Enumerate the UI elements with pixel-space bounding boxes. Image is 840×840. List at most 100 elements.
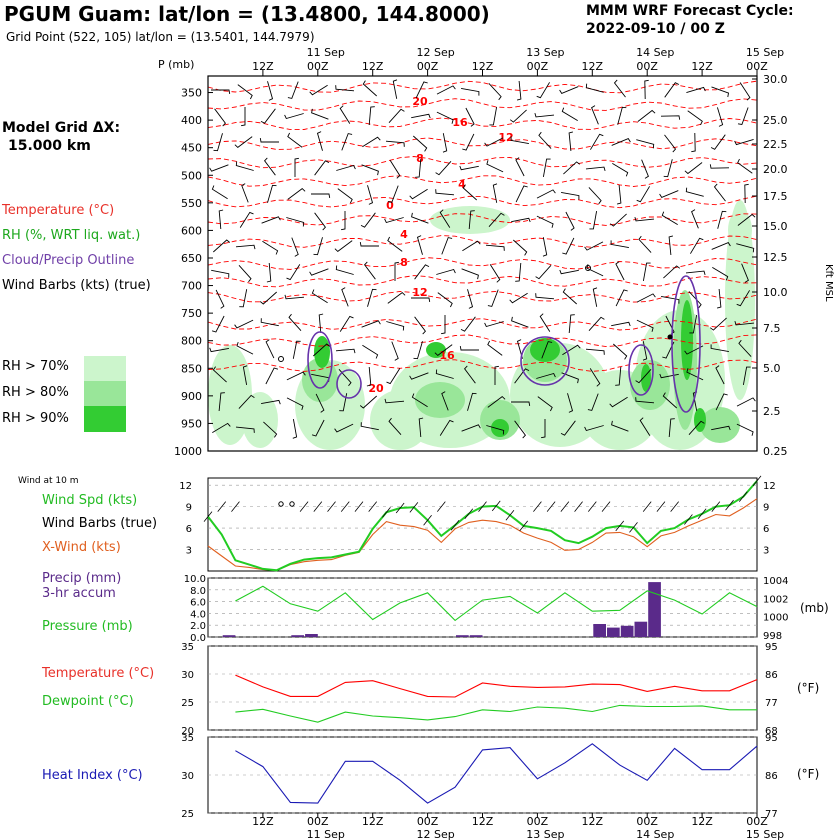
heat-tick-f: 86: [765, 771, 778, 782]
heat-tick-f: 77: [765, 809, 778, 820]
rh-region: [242, 392, 278, 448]
surface-wind-barb: [752, 475, 762, 487]
wind-barb: [561, 372, 579, 384]
height-tick-label: 22.5: [763, 138, 788, 151]
wind-barb: [511, 217, 531, 223]
wind-barb: [414, 316, 426, 335]
wind-barb: [610, 240, 629, 249]
height-tick-label: 10.0: [763, 286, 788, 299]
calm-wind-marker: [278, 356, 284, 362]
surface-wind-barb: [587, 501, 597, 512]
wind-barb: [335, 348, 356, 354]
wind-barb: [710, 344, 729, 353]
wind-barb: [561, 191, 580, 200]
wind-barb: [537, 396, 553, 412]
wind-barb: [489, 107, 498, 126]
wind-barb: [663, 265, 681, 279]
temperature-contour: [207, 235, 758, 248]
temperature-contour-label: 12: [412, 286, 427, 299]
bottom-time-label: 00Z: [636, 815, 658, 828]
surface-wind-barb: [491, 500, 501, 512]
wind-barb: [387, 185, 399, 203]
wind-barb: [211, 315, 225, 333]
wind-barb: [435, 189, 455, 196]
wind-barb: [509, 292, 528, 304]
top-date-label: 11 Sep: [307, 46, 345, 59]
height-axis-title: Kft MSL: [823, 264, 834, 302]
wind-barb: [611, 420, 629, 432]
temperature-contour-label: 20: [412, 95, 428, 108]
legend-wind-barbs: Wind Barbs (kts) (true): [2, 278, 151, 293]
wind-barb: [339, 315, 354, 332]
top-date-label: 14 Sep: [636, 46, 674, 59]
wind-barb: [284, 294, 305, 300]
wind-barb: [362, 344, 379, 359]
bottom-date-label: 14 Sep: [636, 828, 674, 840]
surface-wind-barb: [340, 501, 350, 512]
legend-wind-speed: Wind Spd (kts): [42, 493, 138, 508]
precip-bar: [222, 635, 236, 637]
wind-barb: [611, 321, 631, 327]
temperature-contour: [207, 80, 758, 94]
legend-heat-index: Heat Index (°C): [42, 768, 143, 783]
wind-tick-left: 9: [186, 503, 192, 514]
wind-barb: [615, 261, 625, 281]
wind-barb: [738, 339, 752, 357]
wind-barb: [460, 316, 476, 332]
wind-barb: [617, 106, 627, 125]
wind-barb: [591, 105, 599, 125]
bottom-date-label: 11 Sep: [307, 828, 345, 840]
surface-wind-barb: [313, 501, 323, 512]
wind-barb: [509, 109, 527, 123]
wind-barb: [287, 188, 306, 200]
temperature-contour: [207, 318, 758, 331]
wind-barb: [418, 417, 424, 438]
wind-barb: [242, 365, 248, 385]
wind-barb: [486, 425, 505, 435]
legend-rh-90: RH > 90%: [2, 411, 69, 426]
rh-region: [208, 345, 252, 445]
temperature-contour: [207, 257, 758, 270]
height-tick-label: 20.0: [763, 163, 788, 176]
wind-barb: [294, 157, 299, 177]
pressure-tick-label: 800: [181, 335, 202, 348]
temperature-tick-c: 20: [181, 726, 194, 737]
wind-barb: [335, 265, 354, 275]
wind-barb: [213, 133, 223, 152]
wind-barb: [239, 289, 248, 308]
wind-barb: [384, 217, 404, 224]
wind-barb: [691, 209, 699, 229]
wind-barb: [441, 391, 449, 411]
wind-barb: [388, 417, 402, 436]
rh-region: [314, 336, 330, 368]
wind-barb: [688, 420, 705, 436]
wind-barb: [734, 320, 755, 326]
wind-barb: [488, 83, 502, 101]
wind-barb: [568, 314, 575, 334]
wind-barb: [367, 185, 374, 205]
precip-tick-label: 2.0: [190, 621, 206, 632]
wind-barb: [742, 366, 751, 385]
surface-wind-barb: [656, 501, 666, 512]
wind-barb: [461, 424, 481, 432]
forecast-cycle-line2: 2022-09-10 / 00 Z: [586, 21, 725, 37]
height-tick-label: 15.0: [763, 220, 788, 233]
wind-barb: [318, 313, 324, 334]
wind-barb-field: [209, 79, 756, 439]
wind-barb: [691, 132, 696, 153]
wind-barb: [615, 289, 628, 307]
temperature-contour-label: 4: [458, 178, 466, 191]
precip-bar: [607, 627, 620, 637]
legend-rh: RH (%, WRT liq. wat.): [2, 228, 141, 243]
wind-barb: [689, 315, 698, 334]
wind-barb: [511, 401, 531, 406]
wind-barb: [436, 111, 454, 124]
wind-barb: [709, 164, 730, 169]
cloud-outline: [307, 331, 333, 389]
wind-barb: [487, 289, 499, 307]
wind-tick-left: 6: [186, 524, 192, 535]
surface-wind-barb: [354, 501, 364, 512]
wind-barb: [536, 189, 556, 199]
surface-wind-barb: [546, 501, 556, 512]
wind-barb: [484, 321, 504, 328]
